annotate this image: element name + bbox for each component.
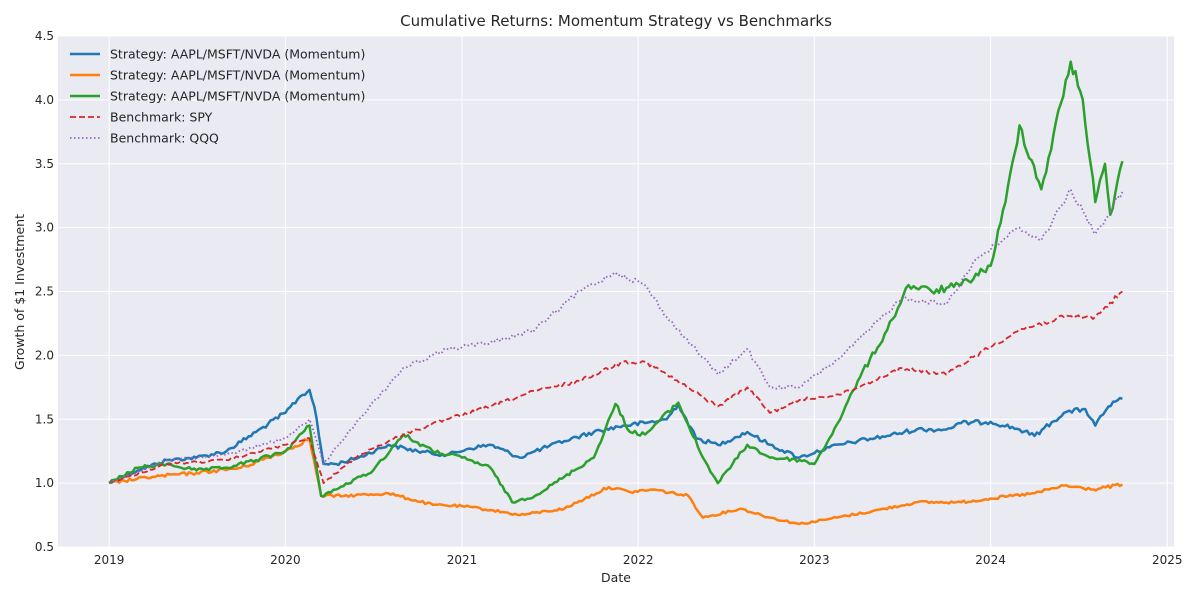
y-axis-ticks: 0.5 1.0 1.5 2.0 2.5 3.0 3.5 4.0 4.5 <box>35 29 54 554</box>
series-line-1 <box>108 437 1124 526</box>
legend-label-1: Strategy: AAPL/MSFT/NVDA (Momentum) <box>110 68 365 83</box>
x-tick-label: 2023 <box>799 553 830 567</box>
y-tick-label: 4.0 <box>35 93 54 107</box>
x-tick-label: 2022 <box>623 553 654 567</box>
y-tick-label: 2.5 <box>35 285 54 299</box>
legend-label-4: Benchmark: QQQ <box>110 131 219 146</box>
y-axis-label: Growth of $1 Investment <box>12 214 27 370</box>
grid <box>58 35 1174 548</box>
y-tick-label: 2.0 <box>35 348 54 362</box>
x-tick-label: 2020 <box>270 553 301 567</box>
legend-label-3: Benchmark: SPY <box>110 110 213 125</box>
legend-label-0: Strategy: AAPL/MSFT/NVDA (Momentum) <box>110 47 365 62</box>
series-line-2 <box>108 60 1124 504</box>
legend: Strategy: AAPL/MSFT/NVDA (Momentum) Strat… <box>70 47 365 146</box>
x-axis-ticks: 2019 2020 2021 2022 2023 2024 2025 <box>94 553 1183 567</box>
y-tick-label: 3.5 <box>35 157 54 171</box>
chart-title: Cumulative Returns: Momentum Strategy vs… <box>400 12 832 30</box>
series-layer <box>108 60 1124 526</box>
legend-label-2: Strategy: AAPL/MSFT/NVDA (Momentum) <box>110 89 365 104</box>
series-line-3 <box>108 290 1123 484</box>
y-tick-label: 1.5 <box>35 412 54 426</box>
x-tick-label: 2024 <box>975 553 1006 567</box>
x-axis-label: Date <box>601 570 631 585</box>
y-tick-label: 3.0 <box>35 221 54 235</box>
series-line-0 <box>108 388 1123 485</box>
series-line-4 <box>108 188 1124 484</box>
y-tick-label: 1.0 <box>35 476 54 490</box>
x-tick-label: 2019 <box>94 553 125 567</box>
y-tick-label: 4.5 <box>35 29 54 43</box>
x-tick-label: 2021 <box>447 553 478 567</box>
y-tick-label: 0.5 <box>35 540 54 554</box>
x-tick-label: 2025 <box>1152 553 1183 567</box>
